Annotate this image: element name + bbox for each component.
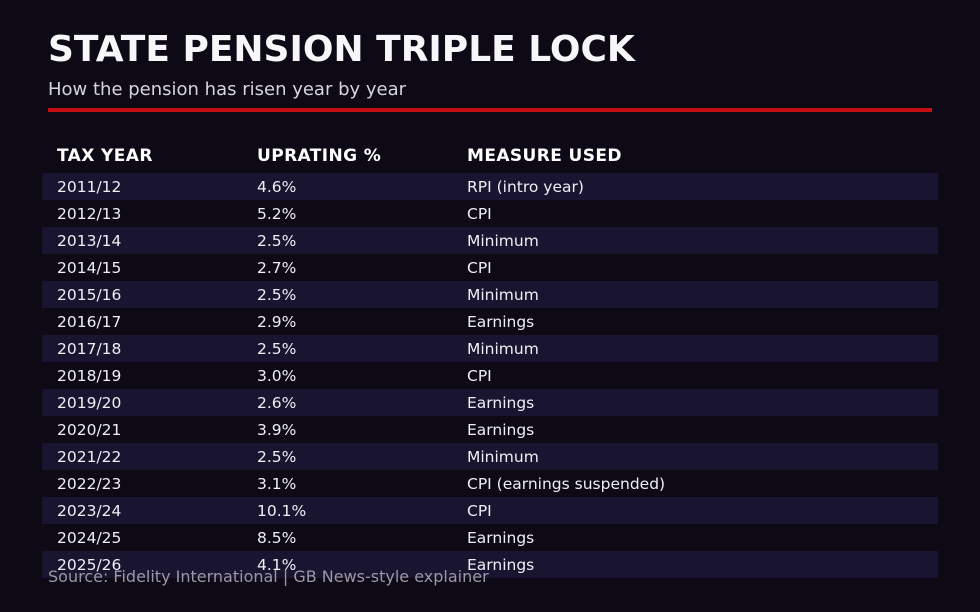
cell-measure: CPI <box>467 258 492 277</box>
table-row: 2018/19 3.0% CPI <box>42 362 938 389</box>
cell-measure: CPI <box>467 501 492 520</box>
cell-uprating: 4.6% <box>257 177 297 196</box>
cell-uprating: 2.5% <box>257 285 297 304</box>
cell-measure: CPI <box>467 366 492 385</box>
pension-table: TAX YEAR UPRATING % MEASURE USED 2011/12… <box>42 138 938 578</box>
cell-measure: Minimum <box>467 339 539 358</box>
table-row: 2025/26 4.1% Earnings <box>42 551 938 578</box>
cell-tax-year: 2025/26 <box>57 555 122 574</box>
cell-uprating: 2.9% <box>257 312 297 331</box>
cell-tax-year: 2019/20 <box>57 393 122 412</box>
cell-tax-year: 2020/21 <box>57 420 122 439</box>
cell-tax-year: 2016/17 <box>57 312 122 331</box>
table-row: 2020/21 3.9% Earnings <box>42 416 938 443</box>
cell-measure: Minimum <box>467 231 539 250</box>
table-row: 2021/22 2.5% Minimum <box>42 443 938 470</box>
cell-measure: CPI <box>467 204 492 223</box>
table-row: 2013/14 2.5% Minimum <box>42 227 938 254</box>
cell-measure: Earnings <box>467 528 535 547</box>
cell-measure: Minimum <box>467 285 539 304</box>
cell-tax-year: 2021/22 <box>57 447 122 466</box>
cell-tax-year: 2013/14 <box>57 231 122 250</box>
cell-tax-year: 2012/13 <box>57 204 122 223</box>
cell-measure: Earnings <box>467 312 535 331</box>
cell-tax-year: 2018/19 <box>57 366 122 385</box>
cell-tax-year: 2015/16 <box>57 285 122 304</box>
cell-uprating: 5.2% <box>257 204 297 223</box>
cell-uprating: 2.7% <box>257 258 297 277</box>
subtitle: How the pension has risen year by year <box>48 79 407 100</box>
cell-measure: RPI (intro year) <box>467 177 584 196</box>
cell-uprating: 2.6% <box>257 393 297 412</box>
cell-tax-year: 2024/25 <box>57 528 122 547</box>
cell-tax-year: 2011/12 <box>57 177 122 196</box>
cell-uprating: 2.5% <box>257 447 297 466</box>
cell-measure: Earnings <box>467 393 535 412</box>
cell-measure: Earnings <box>467 420 535 439</box>
table-row: 2015/16 2.5% Minimum <box>42 281 938 308</box>
table-row: 2024/25 8.5% Earnings <box>42 524 938 551</box>
accent-divider <box>48 108 932 112</box>
cell-uprating: 2.5% <box>257 231 297 250</box>
cell-tax-year: 2017/18 <box>57 339 122 358</box>
cell-measure: CPI (earnings suspended) <box>467 474 666 493</box>
table-row: 2017/18 2.5% Minimum <box>42 335 938 362</box>
table-row: 2019/20 2.6% Earnings <box>42 389 938 416</box>
column-header-uprating: UPRATING % <box>257 145 382 166</box>
table-row: 2012/13 5.2% CPI <box>42 200 938 227</box>
cell-uprating: 10.1% <box>257 501 307 520</box>
page-title: STATE PENSION TRIPLE LOCK <box>48 29 635 70</box>
table-row: 2023/24 10.1% CPI <box>42 497 938 524</box>
cell-uprating: 4.1% <box>257 555 297 574</box>
cell-measure: Minimum <box>467 447 539 466</box>
cell-tax-year: 2023/24 <box>57 501 122 520</box>
table-row: 2016/17 2.9% Earnings <box>42 308 938 335</box>
cell-uprating: 2.5% <box>257 339 297 358</box>
column-header-measure: MEASURE USED <box>467 145 622 166</box>
cell-measure: Earnings <box>467 555 535 574</box>
cell-tax-year: 2022/23 <box>57 474 122 493</box>
table-row: 2014/15 2.7% CPI <box>42 254 938 281</box>
table-body: 2011/12 4.6% RPI (intro year) 2012/13 5.… <box>42 173 938 578</box>
table-row: 2022/23 3.1% CPI (earnings suspended) <box>42 470 938 497</box>
cell-uprating: 8.5% <box>257 528 297 547</box>
source-attribution: Source: Fidelity International | GB News… <box>48 567 489 586</box>
cell-uprating: 3.9% <box>257 420 297 439</box>
column-header-tax-year: TAX YEAR <box>57 145 153 166</box>
table-row: 2011/12 4.6% RPI (intro year) <box>42 173 938 200</box>
cell-tax-year: 2014/15 <box>57 258 122 277</box>
cell-uprating: 3.1% <box>257 474 297 493</box>
cell-uprating: 3.0% <box>257 366 297 385</box>
table-header-row: TAX YEAR UPRATING % MEASURE USED <box>42 138 938 173</box>
